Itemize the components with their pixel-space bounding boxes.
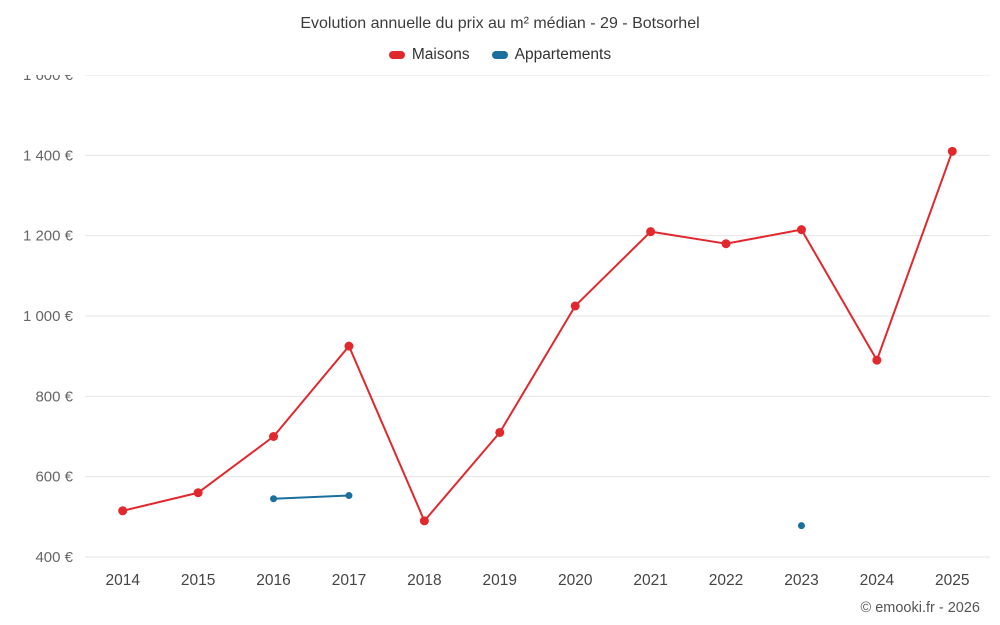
maisons-point[interactable]	[193, 488, 203, 498]
x-tick-label: 2024	[860, 572, 895, 589]
x-tick-label: 2015	[181, 572, 215, 589]
x-tick-label: 2021	[633, 572, 667, 589]
legend-item-maisons[interactable]: Maisons	[388, 46, 470, 64]
y-tick-label: 800 €	[35, 388, 73, 405]
y-tick-label: 600 €	[35, 469, 73, 486]
y-tick-label: 1 000 €	[23, 308, 74, 325]
y-tick-label: 1 200 €	[23, 228, 74, 245]
legend-label-appartements: Appartements	[514, 46, 612, 63]
maisons-point[interactable]	[570, 301, 580, 311]
x-tick-label: 2023	[784, 572, 818, 589]
footer-credit: © emooki.fr - 2026	[860, 600, 980, 616]
maisons-line	[121, 150, 954, 522]
x-tick-label: 2019	[483, 572, 517, 589]
maisons-point[interactable]	[721, 239, 731, 249]
legend-label-maisons: Maisons	[411, 46, 470, 63]
maisons-point[interactable]	[646, 227, 656, 237]
maisons-point[interactable]	[495, 427, 505, 437]
maisons-point[interactable]	[269, 432, 279, 441]
legend: Maisons Appartements	[0, 46, 1000, 64]
x-tick-label: 2016	[256, 572, 290, 589]
maisons-point[interactable]	[872, 355, 882, 365]
maisons-point[interactable]	[796, 225, 806, 235]
plot-area: 400 € 600 € 800 € 1 000 € 1 200 € 1 400 € 1 60…	[23, 75, 990, 589]
x-tick-label: 2017	[332, 572, 366, 589]
appartements-swatch-icon	[491, 51, 508, 59]
maisons-point[interactable]	[344, 341, 354, 351]
maisons-point[interactable]	[419, 516, 429, 526]
y-tick-label: 1 400 €	[23, 147, 74, 164]
appartements-point[interactable]	[270, 495, 278, 503]
x-tick-label: 2018	[407, 572, 441, 589]
appartements-line	[272, 494, 350, 500]
appartements-point[interactable]	[345, 492, 353, 500]
maisons-swatch-icon	[388, 51, 405, 59]
x-tick-label: 2022	[709, 572, 743, 589]
maisons-point[interactable]	[118, 506, 128, 516]
appartements-point[interactable]	[797, 522, 805, 530]
x-tick-label: 2020	[558, 572, 593, 589]
y-tick-label: 400 €	[35, 549, 73, 566]
chart-title: Evolution annuelle du prix au m² médian …	[300, 15, 700, 32]
maisons-point[interactable]	[947, 146, 957, 156]
legend-item-appartements[interactable]: Appartements	[491, 46, 612, 64]
x-tick-label: 2014	[105, 572, 140, 589]
y-tick-label: 1 600 €	[23, 75, 74, 84]
x-tick-label: 2025	[935, 572, 969, 589]
